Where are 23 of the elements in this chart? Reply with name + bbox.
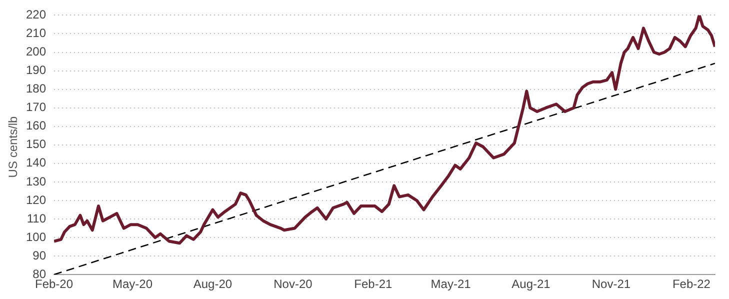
y-tick-label: 150 bbox=[26, 137, 46, 152]
y-tick-label: 180 bbox=[26, 82, 46, 96]
y-axis-title: US cents/lb bbox=[6, 115, 20, 180]
y-tick-label: 190 bbox=[26, 63, 46, 78]
x-tick-label: Nov-21 bbox=[592, 277, 631, 292]
x-tick-label: Nov-20 bbox=[274, 277, 313, 292]
y-tick-label: 160 bbox=[26, 118, 46, 133]
x-tick-label: Aug-20 bbox=[193, 277, 232, 292]
y-tick-label: 210 bbox=[26, 26, 46, 40]
x-tick-label: May-21 bbox=[430, 277, 472, 292]
x-tick-label: Feb-22 bbox=[672, 277, 711, 292]
y-tick-label: 220 bbox=[26, 8, 46, 22]
y-tick-label: 140 bbox=[26, 156, 46, 170]
x-tick-label: May-20 bbox=[112, 277, 153, 292]
y-tick-label: 110 bbox=[26, 211, 46, 226]
y-tick-label: 130 bbox=[26, 174, 46, 188]
y-tick-label: 90 bbox=[32, 248, 46, 262]
y-tick-label: 100 bbox=[26, 230, 46, 244]
x-tick-label: Aug-21 bbox=[512, 277, 551, 292]
x-tick-label: Feb-21 bbox=[354, 277, 393, 292]
y-tick-label: 200 bbox=[26, 44, 46, 59]
y-tick-label: 170 bbox=[26, 100, 46, 114]
y-tick-label: 120 bbox=[26, 192, 46, 207]
